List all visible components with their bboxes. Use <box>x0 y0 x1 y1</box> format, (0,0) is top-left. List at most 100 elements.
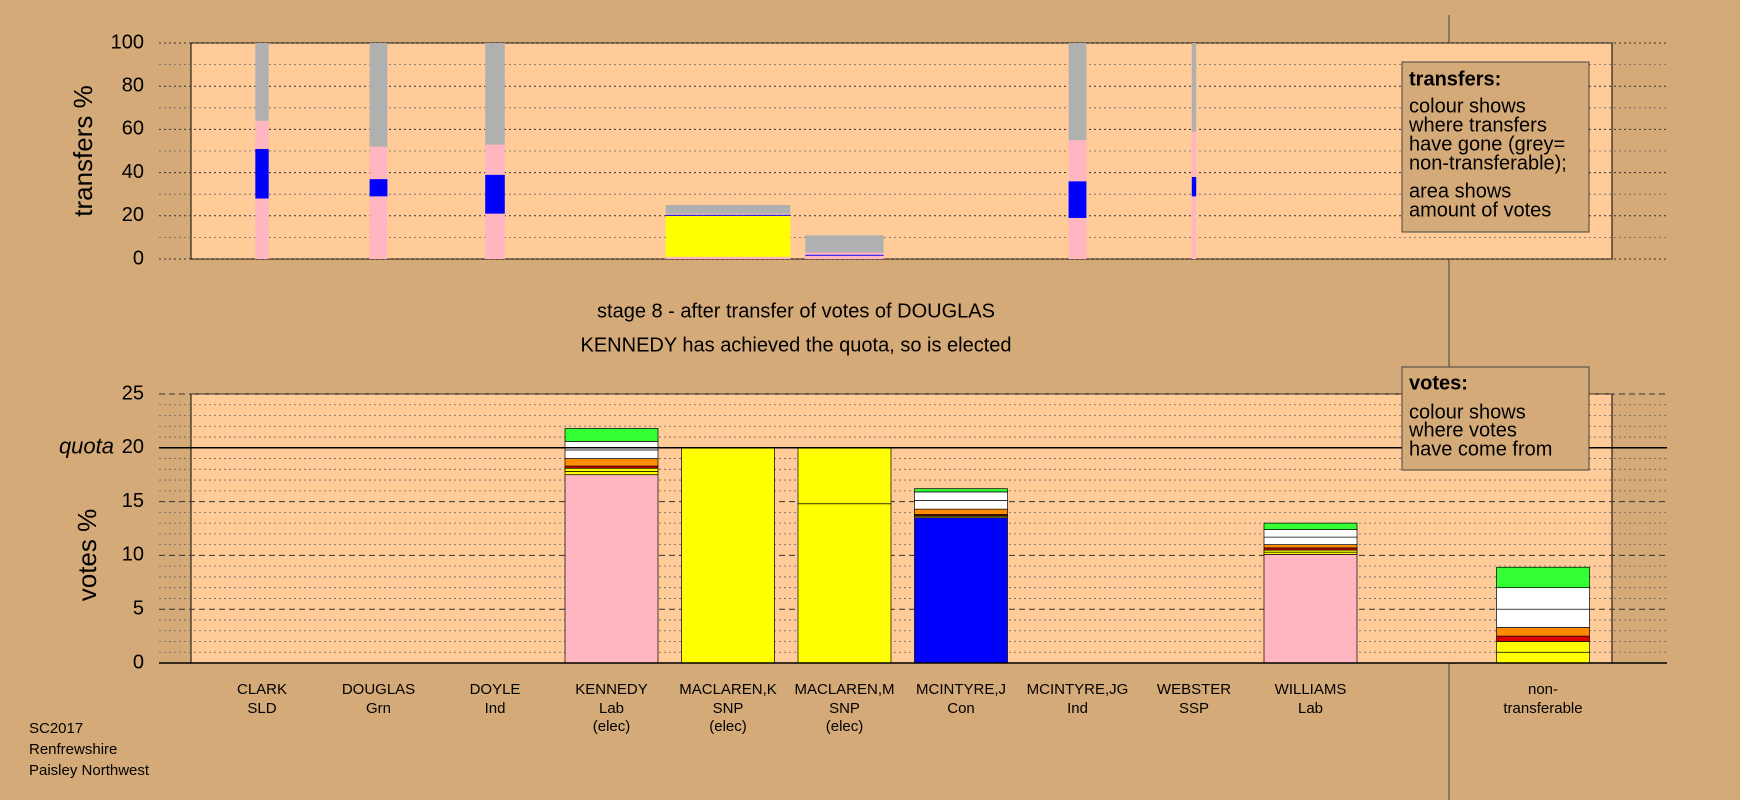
y-tick-label: 0 <box>133 651 144 673</box>
bar-segment <box>255 120 269 149</box>
y-tick-label: 0 <box>133 247 144 269</box>
quota-label: quota <box>59 434 114 459</box>
bar-segment <box>797 503 892 664</box>
note-line: colour shows <box>1409 401 1526 423</box>
bar-segment <box>255 43 269 121</box>
x-tick-label: WILLIAMS <box>1275 681 1347 698</box>
bar-segment <box>1496 587 1590 610</box>
y-axis-title: votes % <box>72 509 102 602</box>
x-tick-label: non- <box>1528 681 1558 698</box>
y-tick-label: 80 <box>122 74 144 96</box>
note-line: non-transferable); <box>1409 152 1567 174</box>
y-axis-title: transfers % <box>68 85 98 217</box>
bar-segment <box>665 215 791 257</box>
bar-segment <box>1263 544 1358 549</box>
note-line: amount of votes <box>1409 199 1551 221</box>
party-label: SSP <box>1179 700 1209 717</box>
bar-segment <box>665 214 791 216</box>
y-tick-label: 60 <box>122 118 144 140</box>
note-title: transfers: <box>1409 68 1501 90</box>
party-label: SNP <box>829 700 860 717</box>
bar-segment <box>1068 181 1087 218</box>
bar-segment <box>1496 566 1590 589</box>
note-box <box>1401 366 1590 471</box>
y-tick-label: 40 <box>122 161 144 183</box>
bar-segment <box>485 174 505 214</box>
bar-segment <box>1191 176 1197 197</box>
bar-segment <box>1068 43 1087 141</box>
bar-segment <box>1068 217 1087 259</box>
note-line: where votes <box>1408 419 1517 441</box>
x-tick-label: CLARK <box>237 681 287 698</box>
x-tick-label: MCINTYRE,J <box>916 681 1006 698</box>
party-label: Con <box>947 700 975 717</box>
bar-segment <box>1068 140 1087 182</box>
bar-segment <box>914 517 1008 664</box>
bar-segment <box>564 474 659 664</box>
bar-segment <box>255 148 269 199</box>
party-label: Lab <box>1298 700 1323 717</box>
party-label: Grn <box>366 700 391 717</box>
note-line: colour shows <box>1409 95 1526 117</box>
party-label: SNP <box>713 700 744 717</box>
bar-segment <box>564 471 659 476</box>
party-label: SLD <box>247 700 276 717</box>
bar-segment <box>805 235 884 253</box>
y-tick-label: 10 <box>122 544 144 566</box>
y-tick-label: 5 <box>133 597 144 619</box>
bar-segment <box>1263 536 1358 545</box>
elected-label: (elec) <box>593 718 631 735</box>
bar-segment <box>1263 529 1358 538</box>
bar-segment <box>369 196 388 259</box>
note-line: have gone (grey= <box>1409 133 1565 155</box>
party-label: Lab <box>599 700 624 717</box>
status-line: stage 8 - after transfer of votes of DOU… <box>597 300 995 322</box>
footer-line: Renfrewshire <box>29 741 117 758</box>
note-title: votes: <box>1409 372 1468 394</box>
y-tick-label: 100 <box>111 31 144 53</box>
note-line: area shows <box>1409 180 1511 202</box>
x-tick-label: MACLAREN,M <box>794 681 894 698</box>
x-tick-label: KENNEDY <box>575 681 648 698</box>
bar-segment <box>805 254 884 256</box>
bar-segment <box>485 43 505 145</box>
bar-segment <box>1263 553 1358 664</box>
x-tick-label: DOUGLAS <box>342 681 415 698</box>
bar-segment <box>564 467 659 472</box>
bar-segment <box>1496 635 1590 642</box>
bar-segment <box>681 447 775 664</box>
bar-segment <box>485 213 505 259</box>
y-tick-label: 25 <box>122 382 144 404</box>
bar-segment <box>485 144 505 175</box>
bar-segment <box>1263 522 1358 530</box>
elected-label: (elec) <box>826 718 864 735</box>
bar-segment <box>914 508 1008 515</box>
note-line: where transfers <box>1408 114 1547 136</box>
plot-area <box>190 393 1613 664</box>
x-tick-label: DOYLE <box>470 681 521 698</box>
bar-segment <box>797 447 892 505</box>
party-label: Ind <box>485 700 506 717</box>
note-box <box>1401 61 1590 233</box>
bar-segment <box>369 43 388 147</box>
bar-segment <box>665 256 791 259</box>
bar-segment <box>914 488 1008 493</box>
bar-segment <box>1496 608 1590 628</box>
bar-segment <box>1496 627 1590 637</box>
bar-segment <box>564 428 659 442</box>
bar-segment <box>1496 641 1590 653</box>
bar-segment <box>914 491 1008 501</box>
y-tick-label: 20 <box>122 204 144 226</box>
x-tick-label: MACLAREN,K <box>679 681 777 698</box>
party-label: Ind <box>1067 700 1088 717</box>
bar-segment <box>564 440 659 451</box>
x-tick-label: WEBSTER <box>1157 681 1231 698</box>
footer-line: SC2017 <box>29 720 83 737</box>
y-tick-label: 20 <box>122 436 144 458</box>
status-line: KENNEDY has achieved the quota, so is el… <box>581 334 1012 356</box>
bar-segment <box>1191 131 1197 177</box>
note-line: have come from <box>1409 438 1552 460</box>
bar-segment <box>914 500 1008 510</box>
bar-segment <box>1191 196 1197 259</box>
bar-segment <box>564 449 659 459</box>
